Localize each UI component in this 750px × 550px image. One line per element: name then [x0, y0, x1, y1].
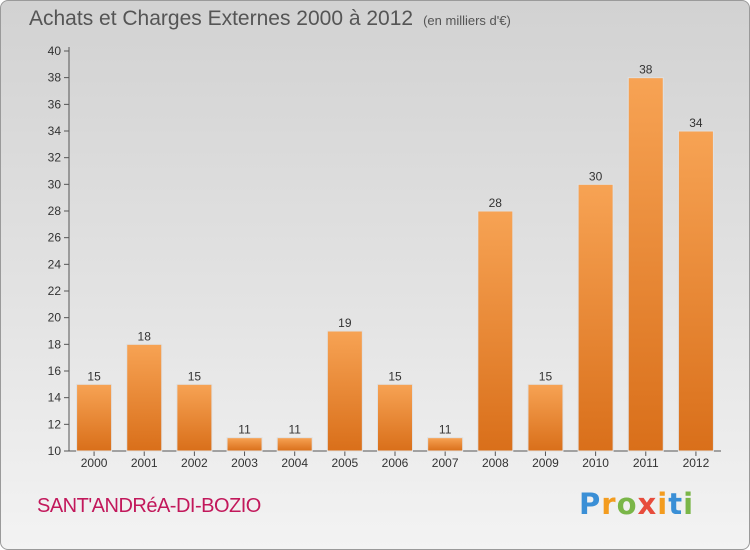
- y-tick-label: 14: [48, 391, 62, 405]
- data-label-2012: 34: [689, 116, 703, 130]
- x-tick-label-2003: 2003: [231, 456, 258, 470]
- logo-letter: i: [683, 487, 695, 521]
- y-tick-label: 30: [48, 177, 62, 191]
- bar-2004: [276, 437, 313, 452]
- bar-2003: [226, 437, 263, 452]
- bar-2009: [527, 383, 564, 452]
- data-label-2010: 30: [589, 169, 603, 183]
- x-tick-label-2010: 2010: [582, 456, 609, 470]
- x-tick-label-2001: 2001: [131, 456, 158, 470]
- logo-letter: x: [637, 487, 658, 521]
- commune-name: SANT'ANDRéA-DI-BOZIO: [37, 495, 261, 517]
- data-label-2001: 18: [138, 329, 152, 343]
- bar-2006: [377, 383, 413, 452]
- chart-unit: (en milliers d'€): [423, 13, 511, 28]
- y-tick-label: 38: [48, 71, 62, 85]
- y-tick-label: 22: [48, 284, 62, 298]
- x-tick-label-2008: 2008: [482, 456, 509, 470]
- y-tick-label: 10: [48, 444, 62, 458]
- chart-labels: 15 18 15 11 11 19 15 11 28 15 30 38 34: [87, 63, 703, 437]
- y-tick-label: 26: [48, 231, 62, 245]
- y-tick-label: 24: [48, 257, 62, 271]
- x-tick-label-2002: 2002: [181, 456, 208, 470]
- data-label-2000: 15: [87, 369, 101, 383]
- chart-bars: [76, 77, 714, 452]
- data-label-2003: 11: [238, 423, 251, 437]
- bar-2012: [677, 130, 714, 452]
- y-tick-label: 28: [48, 204, 62, 218]
- chart-title: Achats et Charges Externes 2000 à 2012 (e…: [29, 7, 511, 31]
- bar-2005: [326, 330, 363, 452]
- data-label-2006: 15: [388, 369, 402, 383]
- x-tick-label-2012: 2012: [683, 456, 710, 470]
- data-label-2007: 11: [439, 423, 452, 437]
- bar-2000: [76, 383, 113, 452]
- logo-letter: t: [668, 487, 684, 521]
- bar-2010: [577, 183, 614, 452]
- x-tick-label-2009: 2009: [532, 456, 559, 470]
- x-tick-label-2007: 2007: [432, 456, 459, 470]
- x-tick-label-2011: 2011: [633, 456, 659, 470]
- bar-2008: [477, 210, 514, 452]
- logo-letter: P: [579, 487, 602, 521]
- data-label-2011: 38: [639, 63, 653, 77]
- y-tick-label: 32: [48, 151, 62, 165]
- bar-2007: [427, 437, 464, 452]
- y-tick-label: 12: [48, 417, 62, 431]
- data-label-2005: 19: [338, 316, 352, 330]
- x-tick-label-2000: 2000: [81, 456, 108, 470]
- y-tick-label: 16: [48, 364, 62, 378]
- bar-2001: [126, 343, 163, 452]
- y-tick-label: 36: [48, 97, 62, 111]
- bar-2011: [627, 77, 664, 452]
- y-tick-label: 40: [48, 44, 62, 58]
- x-tick-label-2006: 2006: [382, 456, 409, 470]
- logo-letter: i: [657, 487, 669, 521]
- chart-title-text: Achats et Charges Externes 2000 à 2012: [29, 7, 414, 30]
- bar-2002: [176, 383, 213, 452]
- y-tick-label: 34: [48, 124, 62, 138]
- data-label-2009: 15: [539, 369, 553, 383]
- data-label-2004: 11: [288, 423, 301, 437]
- y-tick-label: 18: [48, 337, 62, 351]
- logo-letter: r: [601, 487, 617, 521]
- proxiti-logo: Proxiti: [579, 487, 694, 521]
- data-label-2008: 28: [489, 196, 503, 210]
- x-tick-label-2004: 2004: [281, 456, 308, 470]
- x-tick-label-2005: 2005: [331, 456, 358, 470]
- logo-letter: o: [616, 487, 638, 521]
- data-label-2002: 15: [188, 369, 202, 383]
- y-tick-label: 20: [48, 311, 62, 325]
